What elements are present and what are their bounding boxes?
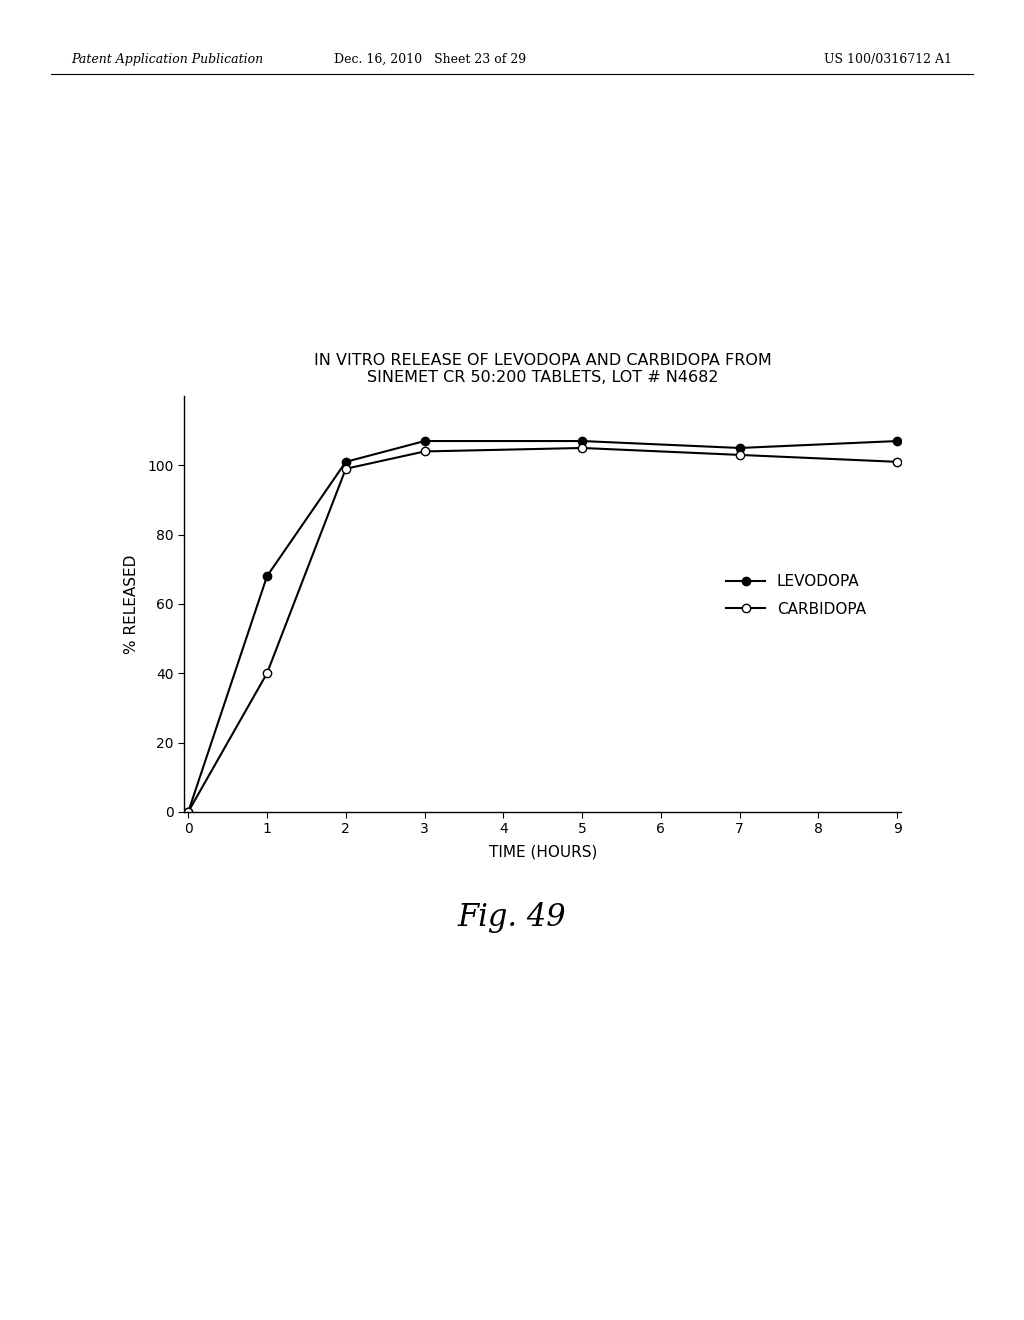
CARBIDOPA [182, 804, 195, 820]
CARBIDOPA [575, 440, 588, 455]
CARBIDOPA [891, 454, 903, 470]
LEVODOPA [182, 804, 195, 820]
Text: Patent Application Publication: Patent Application Publication [72, 53, 264, 66]
Line: LEVODOPA: LEVODOPA [184, 437, 901, 816]
Text: Dec. 16, 2010   Sheet 23 of 29: Dec. 16, 2010 Sheet 23 of 29 [334, 53, 526, 66]
Title: IN VITRO RELEASE OF LEVODOPA AND CARBIDOPA FROM
SINEMET CR 50:200 TABLETS, LOT #: IN VITRO RELEASE OF LEVODOPA AND CARBIDO… [313, 352, 772, 385]
Text: Fig. 49: Fig. 49 [458, 902, 566, 933]
LEVODOPA [733, 440, 745, 455]
CARBIDOPA [733, 447, 745, 463]
LEVODOPA [261, 568, 273, 583]
CARBIDOPA [261, 665, 273, 681]
X-axis label: TIME (HOURS): TIME (HOURS) [488, 845, 597, 859]
CARBIDOPA [419, 444, 431, 459]
LEVODOPA [891, 433, 903, 449]
Line: CARBIDOPA: CARBIDOPA [184, 444, 901, 816]
LEVODOPA [575, 433, 588, 449]
Text: US 100/0316712 A1: US 100/0316712 A1 [824, 53, 952, 66]
Y-axis label: % RELEASED: % RELEASED [124, 554, 139, 653]
Legend: LEVODOPA, CARBIDOPA: LEVODOPA, CARBIDOPA [720, 569, 872, 623]
LEVODOPA [419, 433, 431, 449]
CARBIDOPA [340, 461, 352, 477]
LEVODOPA [340, 454, 352, 470]
